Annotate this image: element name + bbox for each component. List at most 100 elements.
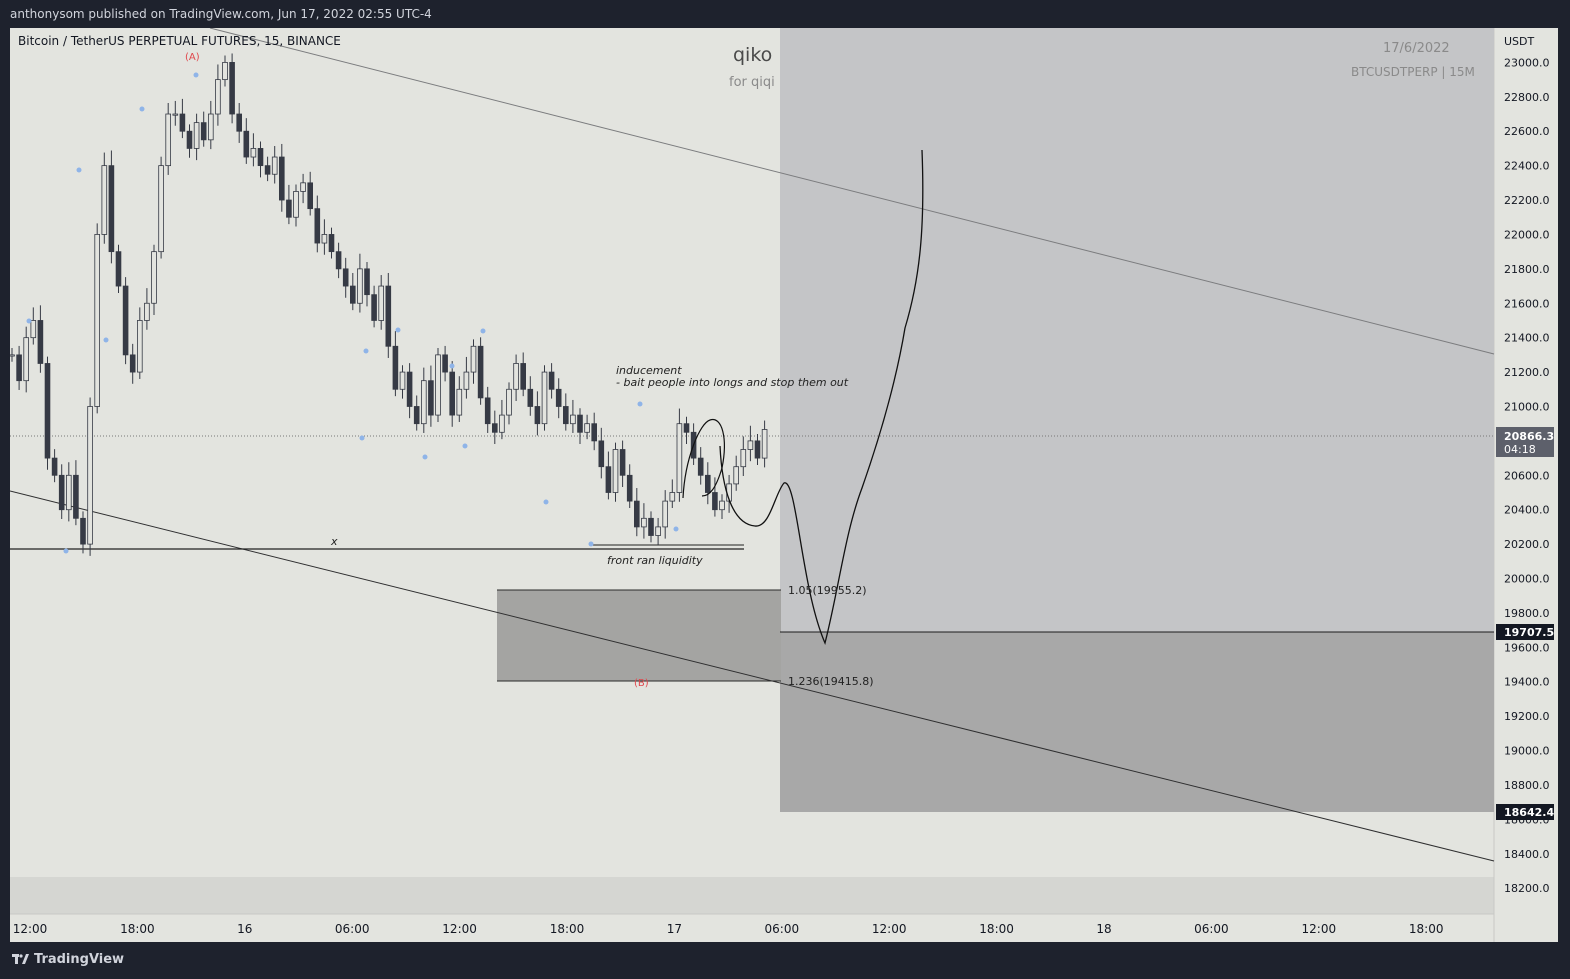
candle-body xyxy=(740,449,747,468)
candle-body xyxy=(101,165,108,235)
date-label: 17/6/2022 xyxy=(1383,41,1450,56)
candle-body xyxy=(378,285,384,321)
candle-body xyxy=(669,492,676,502)
chart-svg[interactable]: 23000.0 22800.0 22600.0 22400.0 22200.0 22000… xyxy=(9,27,1558,942)
candle-body xyxy=(612,449,619,493)
candle-body xyxy=(591,423,597,442)
pivot-marker xyxy=(103,337,109,343)
candle-body xyxy=(463,371,470,390)
price-tick-label: 21200.0 xyxy=(1504,366,1550,379)
candle-body xyxy=(9,354,15,357)
candle-body xyxy=(371,294,377,321)
candle-body xyxy=(243,130,250,158)
candle-body xyxy=(23,337,30,382)
price-tick-label: 19600.0 xyxy=(1504,641,1550,654)
publish-header: anthonysom published on TradingView.com,… xyxy=(0,0,1570,28)
candle-body xyxy=(207,113,214,141)
currency-label: USDT xyxy=(1504,35,1535,48)
price-tick-label: 19000.0 xyxy=(1504,745,1550,758)
candle-body xyxy=(137,320,143,373)
pivot-marker xyxy=(76,167,82,173)
time-tick-label: 16 xyxy=(237,922,252,936)
tradingview-brand-label: TradingView xyxy=(34,952,125,967)
fib-zone[interactable] xyxy=(497,590,781,681)
price-tick-label: 19200.0 xyxy=(1504,710,1550,723)
fib-label-bottom: 1.236(19415.8) xyxy=(788,675,874,688)
candle-body xyxy=(58,474,65,511)
current-price-tag xyxy=(1496,427,1554,457)
candle-body xyxy=(51,457,58,476)
candle-body xyxy=(349,285,356,304)
tradingview-brand[interactable]: TradingView xyxy=(12,952,124,967)
candle-body xyxy=(129,354,136,373)
channel-lower-line[interactable] xyxy=(9,490,1495,862)
time-tick-label: 06:00 xyxy=(765,922,800,936)
price-tick-label: 22400.0 xyxy=(1504,160,1550,173)
channel-upper-line[interactable] xyxy=(209,27,1495,355)
price-tick-label: 20400.0 xyxy=(1504,504,1550,517)
target-zone[interactable] xyxy=(780,632,1494,812)
price-tick-label: 23000.0 xyxy=(1504,56,1550,69)
bottom-band xyxy=(10,877,1494,914)
time-tick-label: 18:00 xyxy=(120,922,155,936)
time-tick-label: 18 xyxy=(1096,922,1111,936)
pivot-marker xyxy=(588,541,594,547)
candle-body xyxy=(555,388,562,407)
price-tick-label: 20600.0 xyxy=(1504,469,1550,482)
pivot-marker xyxy=(543,499,549,505)
price-tick-label: 20000.0 xyxy=(1504,573,1550,586)
price-axis[interactable]: 23000.0 22800.0 22600.0 22400.0 22200.0 22000… xyxy=(1504,56,1550,895)
price-tick-label: 18400.0 xyxy=(1504,848,1550,861)
pivot-marker xyxy=(449,363,455,369)
candle-body xyxy=(399,371,406,390)
candle-body xyxy=(442,354,448,373)
candle-body xyxy=(73,474,79,519)
candle-body xyxy=(676,423,683,493)
chart-area[interactable]: 23000.0 22800.0 22600.0 22400.0 22200.0 22000… xyxy=(9,27,1558,942)
target-price-value: 19707.5 xyxy=(1504,626,1554,639)
pivot-marker xyxy=(462,443,468,449)
candle-body xyxy=(406,371,413,407)
candle-body xyxy=(648,517,654,536)
forecast-path[interactable] xyxy=(719,149,924,645)
candle-body xyxy=(144,302,150,321)
watermark-subtitle: for qiqi xyxy=(729,75,775,90)
candle-body xyxy=(484,397,491,425)
candle-body xyxy=(605,466,612,493)
pivot-marker xyxy=(26,318,32,324)
candle-body xyxy=(563,406,569,425)
candle-body xyxy=(300,182,306,192)
candle-body xyxy=(449,371,455,416)
price-tick-label: 22000.0 xyxy=(1504,228,1550,241)
pivot-marker xyxy=(193,72,199,78)
tradingview-logo-icon xyxy=(12,953,29,964)
forecast-zone[interactable] xyxy=(780,28,1494,632)
time-tick-label: 12:00 xyxy=(1302,922,1337,936)
time-tick-label: 17 xyxy=(667,922,682,936)
zone-bottom-price-value: 18642.4 xyxy=(1504,806,1554,819)
time-axis[interactable]: 12:00 18:00 16 06:00 12:00 18:00 17 06:00 12:00 1… xyxy=(13,922,1444,936)
candle-body xyxy=(293,191,299,218)
candle-body xyxy=(80,517,86,545)
candle-body xyxy=(683,423,690,433)
candle-countdown: 04:18 xyxy=(1504,443,1536,456)
price-tick-label: 22600.0 xyxy=(1504,125,1550,138)
candle-body xyxy=(179,113,186,132)
candle-body xyxy=(172,113,179,116)
candle-body xyxy=(662,500,668,528)
price-axis-background xyxy=(1494,28,1558,942)
candle-body xyxy=(215,79,221,115)
candle-body xyxy=(754,440,761,459)
price-tick-label: 19800.0 xyxy=(1504,607,1550,620)
pivot-marker xyxy=(395,327,401,333)
candle-body xyxy=(108,165,115,253)
candle-body xyxy=(286,199,292,218)
candle-body xyxy=(655,526,661,536)
candle-body xyxy=(165,113,172,167)
time-tick-label: 18:00 xyxy=(1409,922,1444,936)
pivot-marker xyxy=(363,348,369,354)
candle-body xyxy=(328,234,335,253)
candle-body xyxy=(477,345,484,399)
inducement-ellipse[interactable] xyxy=(682,419,725,499)
candle-body xyxy=(470,345,477,373)
